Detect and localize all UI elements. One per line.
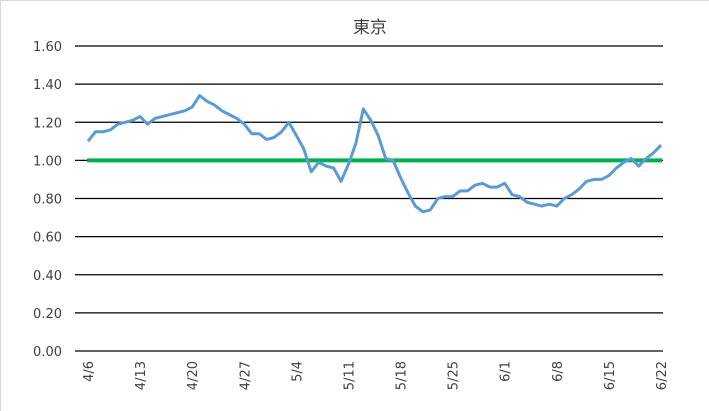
x-tick-label: 5/11	[342, 361, 357, 390]
y-tick-label: 1.60	[33, 40, 62, 55]
data-line	[86, 94, 663, 214]
y-tick-label: 1.40	[33, 78, 62, 93]
x-tick-label: 4/6	[82, 361, 97, 382]
y-tick-label: 0.40	[33, 269, 62, 284]
y-tick-label: 0.60	[33, 231, 62, 246]
x-tick-label: 4/20	[186, 361, 201, 390]
x-tick-label: 5/4	[290, 361, 305, 382]
x-tick-label: 6/22	[655, 361, 670, 390]
x-tick-label: 4/13	[134, 361, 149, 390]
x-tick-label: 5/18	[395, 361, 410, 390]
x-tick-label: 6/15	[603, 361, 618, 390]
y-tick-label: 1.20	[33, 116, 62, 131]
chart-title: 東京	[353, 18, 387, 38]
x-tick-label: 5/25	[447, 361, 462, 390]
y-tick-label: 0.20	[33, 307, 62, 322]
x-tick-label: 6/1	[499, 361, 514, 382]
y-tick-label: 0.00	[33, 345, 62, 360]
y-tick-label: 0.80	[33, 193, 62, 208]
x-tick-label: 4/27	[238, 361, 253, 390]
y-tick-label: 1.00	[33, 154, 62, 169]
x-tick-label: 6/8	[551, 361, 566, 382]
